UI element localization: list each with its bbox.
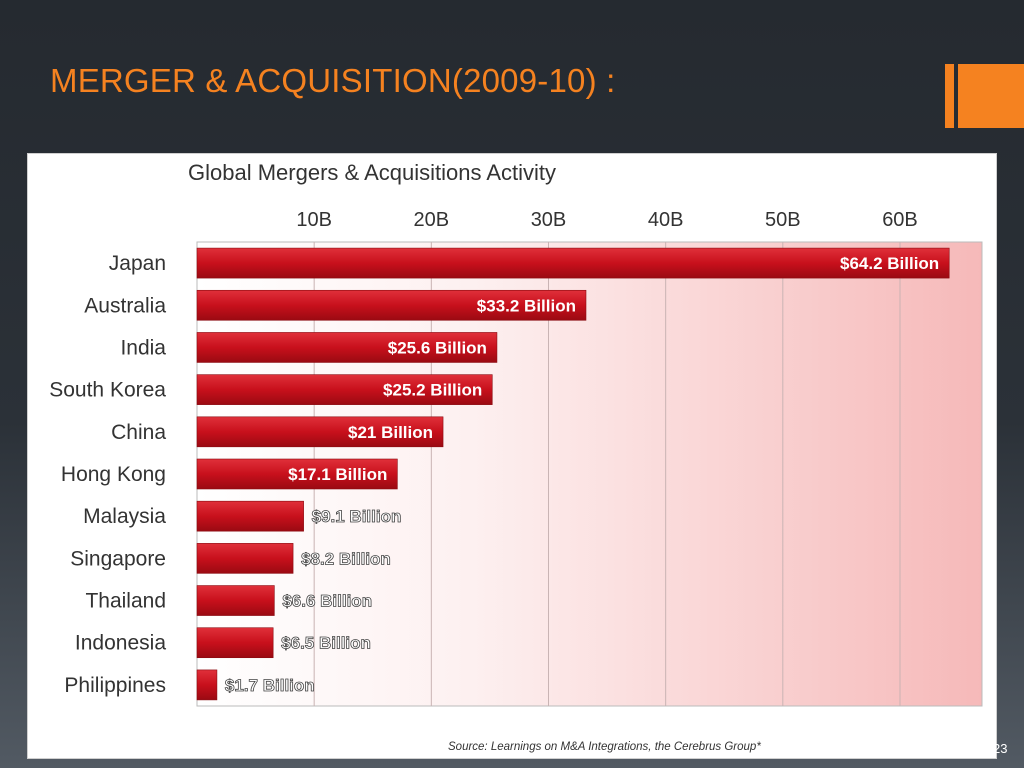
category-label: Malaysia (83, 505, 166, 528)
chart-svg: Global Mergers & Acquisitions Activity 1… (49, 160, 983, 753)
bar (196, 669, 218, 701)
bar (196, 247, 950, 279)
bar (196, 543, 294, 574)
bar (196, 416, 444, 448)
x-tick-label: 60B (882, 209, 918, 231)
x-tick-label: 40B (648, 209, 684, 231)
data-label: $6.6 Billion (282, 592, 372, 611)
data-label: $21 Billion (348, 423, 433, 442)
category-label: Thailand (85, 590, 166, 613)
bar (196, 585, 275, 616)
bar (196, 289, 587, 321)
slide-title: MERGER & ACQUISITION(2009-10) : (50, 62, 616, 99)
x-tick-label: 10B (296, 209, 332, 231)
data-label: $17.1 Billion (288, 465, 387, 484)
category-label: Australia (84, 294, 166, 317)
bar (196, 627, 274, 659)
category-label: South Korea (49, 379, 166, 402)
chart-title: Global Mergers & Acquisitions Activity (188, 160, 556, 185)
decorative-bar-thick (958, 64, 1024, 128)
data-label: $6.5 Billion (281, 634, 371, 653)
bar (196, 374, 493, 405)
chart-source: Source: Learnings on M&A Integrations, t… (448, 741, 761, 753)
data-label: $1.7 Billion (225, 676, 315, 695)
category-label: China (111, 421, 166, 444)
x-tick-label: 20B (414, 209, 450, 231)
category-label: Japan (109, 252, 166, 275)
category-label: India (120, 336, 166, 359)
data-label: $25.2 Billion (383, 381, 482, 400)
chart-panel: Global Mergers & Acquisitions Activity 1… (27, 153, 997, 759)
data-label: $33.2 Billion (477, 296, 576, 315)
decorative-bar-thin (945, 64, 954, 128)
data-label: $9.1 Billion (312, 507, 402, 526)
page-number: 23 (993, 741, 1008, 756)
bar (196, 458, 398, 490)
x-tick-label: 50B (765, 209, 801, 231)
x-tick-label: 30B (531, 209, 567, 231)
category-label: Philippines (64, 674, 166, 697)
category-label: Hong Kong (61, 463, 166, 486)
category-label: Singapore (70, 547, 166, 570)
bar (196, 500, 304, 532)
data-label: $25.6 Billion (388, 338, 487, 357)
data-label: $64.2 Billion (840, 254, 939, 273)
bar (196, 332, 498, 363)
category-label: Indonesia (75, 632, 166, 655)
data-label: $8.2 Billion (301, 549, 391, 568)
